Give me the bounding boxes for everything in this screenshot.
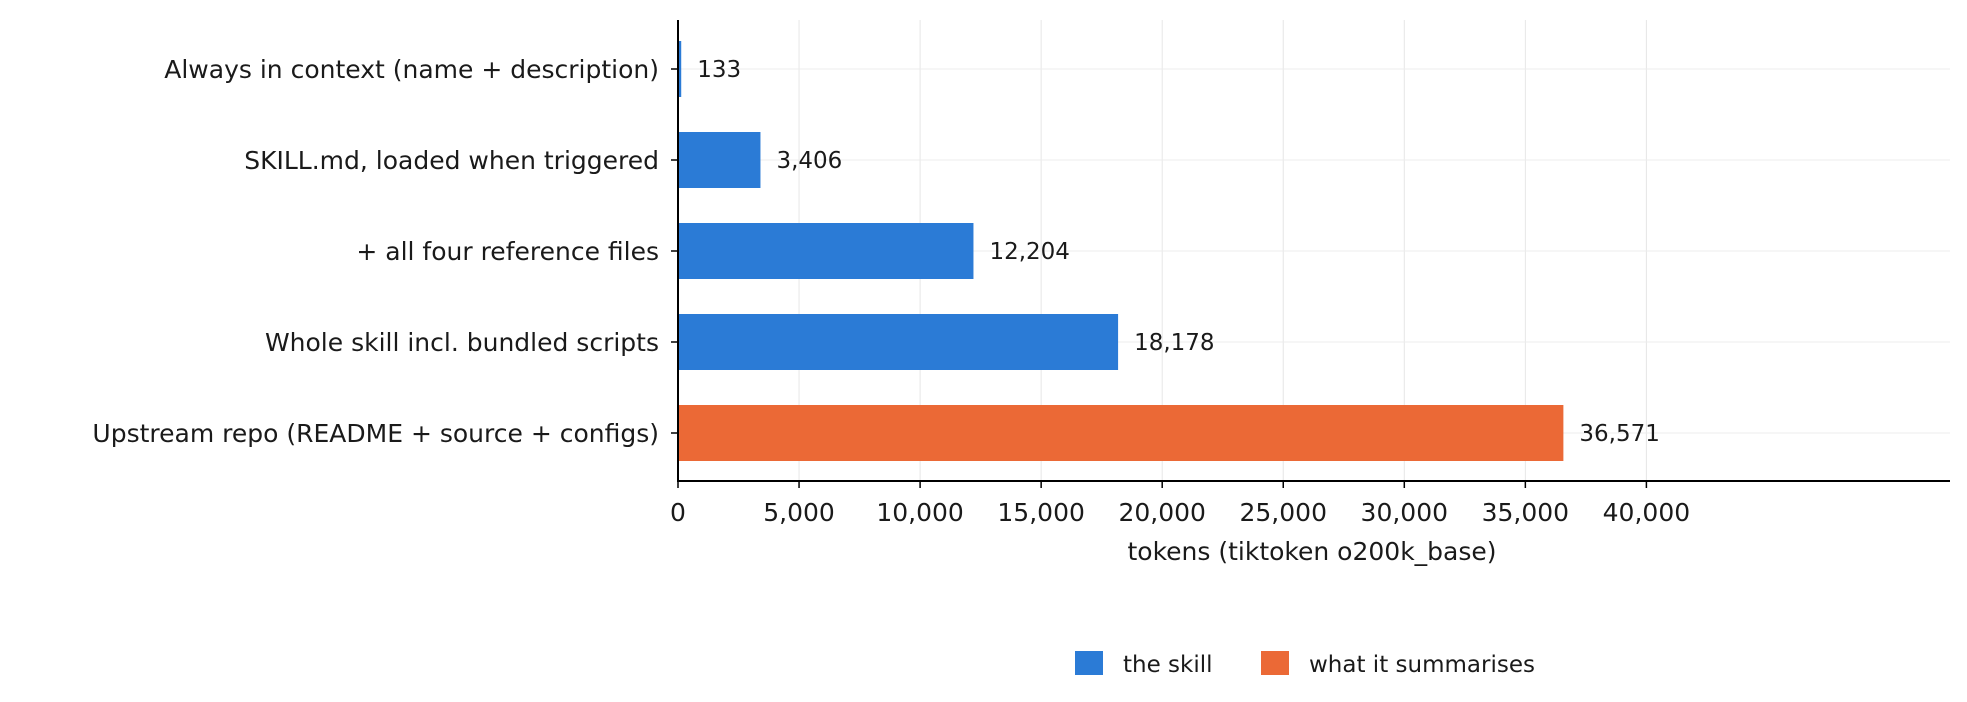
x-tick-label: 30,000 xyxy=(1361,498,1448,527)
value-label: 3,406 xyxy=(776,148,842,174)
legend-swatch-what-it-summarises xyxy=(1261,651,1289,675)
legend-label-what-it-summarises: what it summarises xyxy=(1309,652,1535,678)
x-axis-title: tokens (tiktoken o200k_base) xyxy=(1127,537,1496,566)
value-labels: 133 3,406 12,204 18,178 36,571 xyxy=(697,57,1660,447)
x-tick-label: 10,000 xyxy=(876,498,963,527)
category-label: Upstream repo (README + source + configs… xyxy=(92,419,659,448)
bar xyxy=(678,405,1564,461)
category-label: Whole skill incl. bundled scripts xyxy=(265,328,659,357)
legend-swatch-the-skill xyxy=(1075,651,1103,675)
value-label: 133 xyxy=(697,57,741,83)
bar xyxy=(678,314,1119,370)
bar xyxy=(678,223,974,279)
x-tick-label: 40,000 xyxy=(1603,498,1690,527)
x-tick-label: 25,000 xyxy=(1240,498,1327,527)
x-ticks: 0 5,000 10,000 15,000 20,000 25,000 30,000 35,0… xyxy=(670,481,1690,527)
value-label: 36,571 xyxy=(1579,421,1659,447)
category-label: SKILL.md, loaded when triggered xyxy=(244,146,659,175)
category-labels: Always in context (name + description) SK… xyxy=(92,55,678,448)
value-label: 18,178 xyxy=(1134,330,1214,356)
x-tick-label: 15,000 xyxy=(997,498,1084,527)
bars xyxy=(678,41,1564,461)
legend-label-the-skill: the skill xyxy=(1123,652,1213,678)
x-tick-label: 20,000 xyxy=(1118,498,1205,527)
value-label: 12,204 xyxy=(989,239,1069,265)
bar xyxy=(678,41,682,97)
legend: the skill what it summarises xyxy=(1075,651,1535,678)
category-label: Always in context (name + description) xyxy=(164,55,659,84)
category-label: + all four reference files xyxy=(356,237,659,266)
x-tick-label: 5,000 xyxy=(763,498,835,527)
x-tick-label: 0 xyxy=(670,498,686,527)
bar xyxy=(678,132,761,188)
x-tick-label: 35,000 xyxy=(1482,498,1569,527)
